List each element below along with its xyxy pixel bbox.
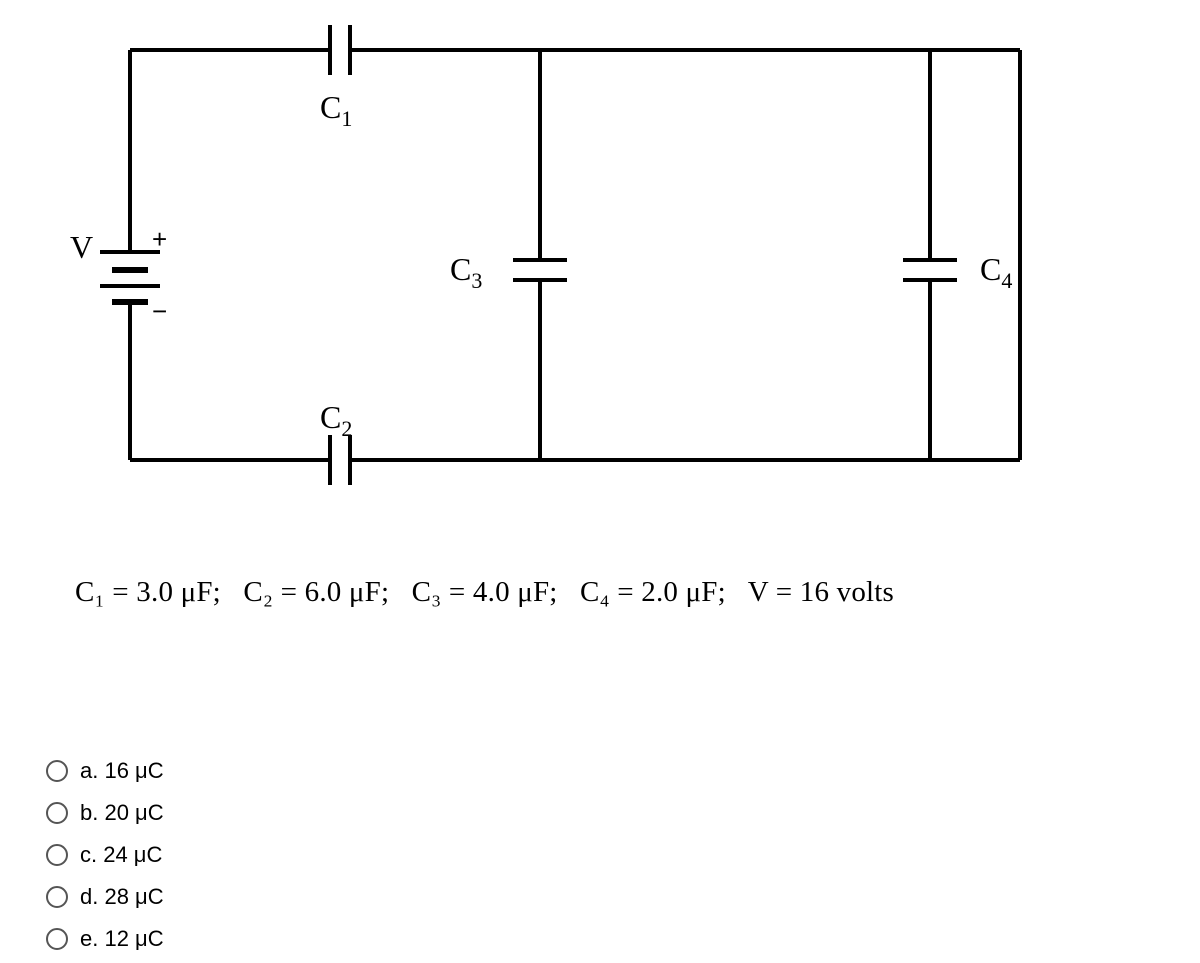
option-d[interactable]: d. 28 μC bbox=[46, 876, 164, 918]
value-c1: C₁ = 3.0 μF; bbox=[75, 576, 221, 608]
radio-icon bbox=[46, 886, 68, 908]
v-label: V bbox=[70, 229, 93, 265]
radio-icon bbox=[46, 760, 68, 782]
option-e[interactable]: e. 12 μC bbox=[46, 918, 164, 960]
value-v: V = 16 volts bbox=[748, 576, 894, 608]
page-root: C1 C2 C3 C4 V + − C₁ = 3.0 μF; C₂ = 6.0 … bbox=[0, 0, 1200, 963]
plus-sign: + bbox=[152, 224, 167, 254]
option-label: e. 12 μC bbox=[80, 928, 164, 950]
c3-label: C3 bbox=[450, 251, 482, 293]
option-label: d. 28 μC bbox=[80, 886, 164, 908]
option-label: b. 20 μC bbox=[80, 802, 164, 824]
radio-icon bbox=[46, 928, 68, 950]
option-c[interactable]: c. 24 μC bbox=[46, 834, 164, 876]
c1-label: C1 bbox=[320, 89, 352, 131]
answer-options: a. 16 μC b. 20 μC c. 24 μC d. 28 μC e. 1… bbox=[46, 750, 164, 960]
c4-label: C4 bbox=[980, 251, 1012, 293]
c2-label: C2 bbox=[320, 399, 352, 441]
circuit-diagram: C1 C2 C3 C4 V + − bbox=[0, 0, 1200, 540]
value-c4: C₄ = 2.0 μF; bbox=[580, 576, 726, 608]
radio-icon bbox=[46, 844, 68, 866]
value-c3: C₃ = 4.0 μF; bbox=[412, 576, 558, 608]
option-label: c. 24 μC bbox=[80, 844, 162, 866]
radio-icon bbox=[46, 802, 68, 824]
option-a[interactable]: a. 16 μC bbox=[46, 750, 164, 792]
value-c2: C₂ = 6.0 μF; bbox=[243, 576, 389, 608]
option-b[interactable]: b. 20 μC bbox=[46, 792, 164, 834]
given-values: C₁ = 3.0 μF; C₂ = 6.0 μF; C₃ = 4.0 μF; C… bbox=[75, 576, 894, 609]
minus-sign: − bbox=[152, 296, 167, 326]
option-label: a. 16 μC bbox=[80, 760, 164, 782]
